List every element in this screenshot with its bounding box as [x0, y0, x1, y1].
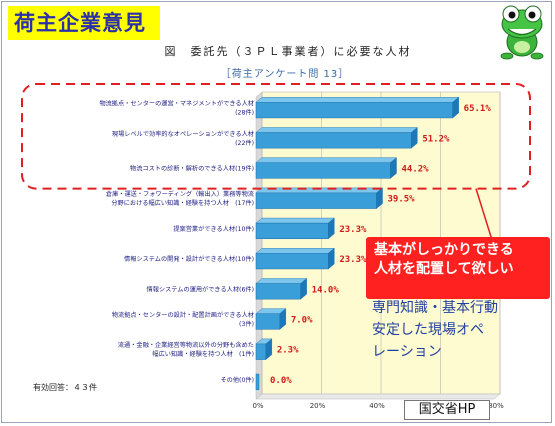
bar	[255, 132, 412, 149]
value-label: 14.0%	[312, 285, 340, 295]
bar	[255, 222, 329, 240]
category-label: 提案営業ができる人材(10件)	[173, 225, 254, 233]
category-label: (22件)	[235, 139, 254, 147]
callout-pointer	[475, 188, 493, 241]
bar-side	[452, 96, 459, 119]
category-label: 情報システムの運用ができる人材(6件)	[147, 285, 254, 293]
value-label: 0.0%	[270, 376, 292, 386]
comment-line-1: 専門知識・基本行動	[372, 300, 498, 316]
bar-side	[265, 338, 273, 360]
chart-title: 図 委託先（３ＰＬ事業者）に必要な人材	[164, 45, 412, 58]
callout-line-2: 人材を配置して欲しい	[374, 261, 514, 277]
category-label: 流通・金融・企業経営等物流以外の分野も含めた	[118, 341, 254, 349]
category-label: (3件)	[239, 320, 254, 328]
plot-floor	[255, 393, 501, 400]
value-label: 23.3%	[339, 225, 367, 235]
comment-line-2: 安定した現場オペ	[372, 322, 484, 338]
bar-side	[328, 247, 335, 270]
bar-top	[255, 217, 335, 224]
frog-mascot-icon	[500, 5, 544, 60]
highlight-box	[21, 83, 531, 190]
value-label: 51.2%	[422, 134, 450, 144]
value-label: 23.3%	[339, 255, 367, 265]
bar-side	[300, 278, 307, 300]
bar-top	[255, 97, 460, 103]
value-label: 44.2%	[401, 165, 429, 175]
value-label: 39.5%	[388, 195, 416, 205]
value-label: 65.1%	[464, 104, 492, 114]
x-tick-label: 80%	[488, 402, 504, 410]
comment-text: 専門知識・基本行動 安定した現場オペ レーション	[372, 297, 552, 363]
bar-side	[328, 217, 335, 240]
x-tick-label: 40%	[369, 402, 385, 410]
x-tick-label: 20%	[310, 402, 326, 410]
bar	[255, 192, 377, 209]
response-count-note: 有効回答：４３件	[33, 383, 97, 392]
bar-top	[255, 248, 335, 254]
bar-top	[255, 278, 308, 284]
callout-line-1: 基本がしっかりできる	[374, 242, 514, 258]
category-label: 幅広い知識・経験を持つ人材 (1件)	[152, 350, 254, 358]
comment-line-3: レーション	[372, 344, 442, 360]
category-label: 物流拠点・センターの運営・マネジメントができる人材	[99, 100, 254, 108]
category-label: 物流コストの診断・解析のできる人材(19件)	[130, 165, 254, 173]
category-label: その他(0件)	[220, 376, 254, 384]
bar	[255, 101, 453, 119]
category-label: 物流拠点・センターの設計・配置計画ができる人材	[112, 311, 254, 319]
slide-title: 荷主企業意見	[8, 6, 160, 40]
bar	[255, 343, 267, 360]
bar	[255, 283, 301, 300]
value-label: 7.0%	[291, 316, 313, 326]
bar-side	[390, 157, 397, 179]
bar-top	[255, 127, 418, 133]
bar-top	[255, 157, 398, 163]
chart-subtitle: ［荷主アンケート問 13］	[220, 69, 350, 80]
category-label: 倉庫・運送・フォワーディング（輸出入）業務等物流	[106, 190, 254, 198]
value-label: 2.3%	[277, 346, 299, 356]
bar	[255, 313, 281, 330]
bar	[255, 162, 391, 179]
category-label: 分野における幅広い知識・経験を持つ人材 (17件)	[111, 199, 254, 207]
category-label: (28件)	[235, 109, 254, 117]
bar-side	[411, 127, 418, 149]
source-label: 国交省HP	[404, 400, 490, 420]
bar-side	[279, 308, 287, 330]
x-tick-label: 0%	[252, 402, 263, 410]
bar	[255, 252, 329, 270]
category-label: 情報システムの開発・設計ができる人材(10件)	[124, 255, 254, 263]
bar	[255, 373, 260, 391]
callout-box: 基本がしっかりできる 人材を配置して欲しい	[366, 237, 550, 299]
category-label: 現場レベルで効率的なオペレーションができる人材	[112, 130, 254, 138]
